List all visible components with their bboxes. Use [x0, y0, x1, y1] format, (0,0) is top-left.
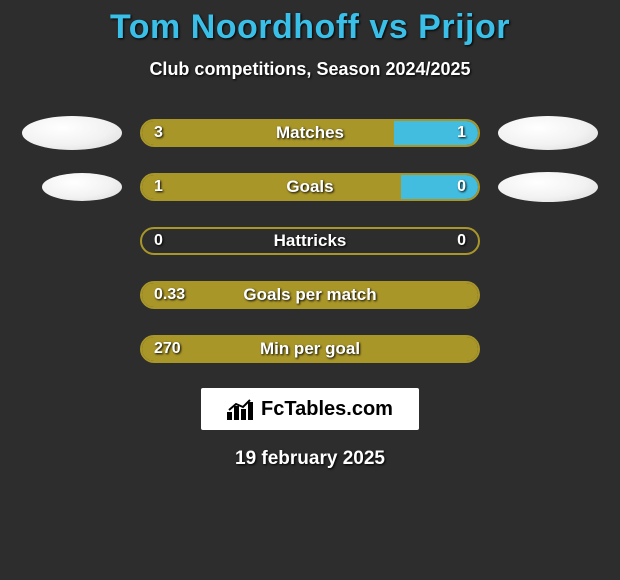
stat-row: 0.33Goals per match — [0, 280, 620, 310]
date-label: 19 february 2025 — [0, 448, 620, 470]
brand-badge: FcTables.com — [201, 388, 419, 430]
stat-row: 31Matches — [0, 118, 620, 148]
stat-bar: 31Matches — [140, 119, 480, 147]
player-avatar-left — [22, 116, 122, 150]
avatar-slot-right — [480, 116, 598, 150]
bar-chart-icon — [227, 398, 255, 420]
player-avatar-right — [498, 172, 598, 202]
player-avatar-right — [498, 116, 598, 150]
stat-value-left: 3 — [154, 124, 163, 142]
player-avatar-left — [42, 173, 122, 201]
avatar-slot-right — [480, 172, 598, 202]
bar-fill-left — [142, 121, 394, 145]
bar-fill-right — [401, 175, 478, 199]
stat-bar: 0.33Goals per match — [140, 281, 480, 309]
stat-label: Hattricks — [142, 231, 478, 251]
avatar-slot-left — [22, 173, 140, 201]
avatar-slot-left — [22, 116, 140, 150]
stat-rows: 31Matches10Goals00Hattricks0.33Goals per… — [0, 118, 620, 364]
page-subtitle: Club competitions, Season 2024/2025 — [0, 59, 620, 80]
bar-fill-left — [142, 337, 478, 361]
page-title: Tom Noordhoff vs Prijor — [0, 8, 620, 47]
stat-row: 270Min per goal — [0, 334, 620, 364]
stat-value-right: 0 — [457, 232, 466, 250]
stat-row: 10Goals — [0, 172, 620, 202]
bar-fill-left — [142, 283, 478, 307]
stat-bar: 270Min per goal — [140, 335, 480, 363]
comparison-infographic: Tom Noordhoff vs Prijor Club competition… — [0, 0, 620, 470]
brand-text: FcTables.com — [261, 398, 393, 421]
stat-value-left: 270 — [154, 340, 181, 358]
stat-value-left: 1 — [154, 178, 163, 196]
stat-value-right: 0 — [457, 178, 466, 196]
stat-value-right: 1 — [457, 124, 466, 142]
stat-bar: 0 0Hattricks — [140, 227, 480, 255]
stat-row: 0 0Hattricks — [0, 226, 620, 256]
bar-fill-left — [142, 175, 401, 199]
stat-value-left: 0.33 — [154, 286, 185, 304]
stat-bar: 10Goals — [140, 173, 480, 201]
stat-value-left: 0 — [154, 232, 163, 250]
